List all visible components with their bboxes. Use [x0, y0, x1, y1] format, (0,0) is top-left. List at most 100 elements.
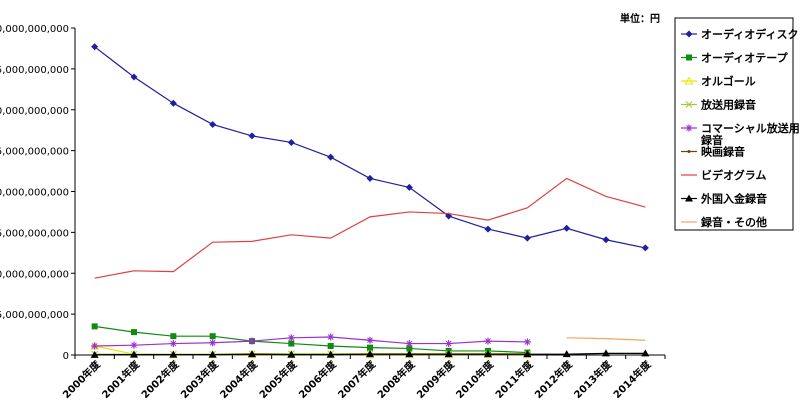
data-point	[91, 43, 99, 51]
legend-box	[674, 17, 794, 231]
legend-label: 映画録音	[701, 145, 745, 159]
data-point	[684, 76, 694, 85]
data-point	[209, 339, 217, 347]
data-point	[248, 337, 256, 345]
x-tick-label: 2005年度	[256, 357, 300, 401]
data-point	[287, 350, 296, 358]
y-tick-label: 15,000,000,000	[0, 228, 69, 239]
x-tick-label: 2010年度	[453, 357, 497, 401]
legend-item: オーディオディスク	[681, 27, 798, 41]
legend-label: ビデオグラム	[701, 168, 766, 182]
data-point	[366, 350, 374, 358]
data-point	[405, 340, 413, 348]
data-point	[248, 132, 256, 140]
data-point	[406, 345, 413, 352]
legend-label: オーディオディスク	[701, 27, 798, 41]
y-tick-label: 0	[63, 351, 69, 362]
y-tick-label: 25,000,000,000	[0, 147, 69, 158]
y-tick-label: 35,000,000,000	[0, 65, 69, 76]
data-point	[169, 350, 178, 358]
data-point	[91, 323, 98, 330]
series-line	[94, 177, 646, 279]
legend-item: オルゴール	[681, 74, 756, 88]
legend-label: 録音・その他	[701, 215, 767, 229]
series-layer	[90, 43, 650, 359]
x-tick-label: 2007年度	[335, 357, 379, 401]
series-line	[94, 336, 528, 347]
data-point	[562, 350, 571, 358]
data-point	[169, 99, 177, 107]
y-tick-label: 20,000,000,000	[0, 188, 69, 199]
data-point	[327, 343, 334, 350]
data-point	[484, 350, 492, 358]
series	[91, 43, 649, 252]
y-tick-label: 40,000,000,000	[0, 24, 69, 35]
data-point	[208, 350, 217, 358]
data-point	[405, 183, 413, 191]
data-point	[327, 333, 335, 341]
series-line	[94, 325, 528, 354]
data-point	[484, 337, 492, 345]
data-point	[209, 120, 217, 128]
data-point	[405, 350, 414, 358]
legend-item: ビデオグラム	[681, 168, 766, 182]
y-tick-label: 5,000,000,000	[0, 310, 69, 321]
series	[90, 349, 650, 358]
data-point	[130, 341, 138, 349]
legend-label: コマーシャル放送用	[701, 121, 800, 135]
x-tick-label: 2014年度	[610, 357, 654, 401]
data-point	[367, 344, 373, 351]
x-tick-label: 2001年度	[99, 357, 143, 401]
x-tick-label: 2009年度	[414, 357, 458, 401]
series	[91, 323, 531, 356]
data-point	[685, 101, 693, 108]
series	[91, 333, 531, 350]
data-point	[130, 73, 138, 81]
data-point	[445, 340, 453, 348]
x-tick-label: 2008年度	[374, 357, 418, 401]
x-tick-label: 2000年度	[60, 357, 104, 401]
legend-label: オルゴール	[701, 74, 756, 88]
legend-label: 外国入金録音	[700, 192, 767, 206]
x-tick-label: 2004年度	[217, 357, 261, 401]
legend-label: 放送用録音	[700, 98, 756, 112]
data-point	[248, 350, 256, 358]
legend-item: 外国入金録音	[681, 192, 767, 206]
data-point	[602, 236, 610, 244]
data-point	[686, 54, 692, 61]
x-tick-label: 2012年度	[532, 357, 576, 401]
data-point	[523, 350, 532, 358]
data-point	[444, 350, 453, 358]
data-point	[641, 244, 649, 252]
data-point	[327, 153, 335, 161]
y-axis: 0 5,000,000,000 10,000,000,000 15,000,000,0…	[0, 24, 76, 362]
series	[94, 177, 646, 279]
data-point	[366, 336, 374, 344]
unit-label: 単位：円	[620, 12, 660, 25]
x-tick-label: 2011年度	[492, 357, 536, 401]
data-point	[685, 124, 693, 132]
y-tick-label: 10,000,000,000	[0, 269, 69, 280]
data-point	[130, 350, 138, 358]
data-point	[641, 349, 650, 357]
data-point	[169, 340, 177, 348]
series	[566, 337, 646, 341]
x-tick-label: 2003年度	[178, 357, 222, 401]
data-point	[685, 30, 693, 38]
data-point	[131, 329, 137, 336]
data-point	[287, 334, 295, 342]
series-line	[566, 337, 646, 341]
data-point	[366, 174, 374, 182]
data-point	[687, 150, 691, 153]
x-axis: 2000年度2001年度2002年度2003年度2004年度2005年度2006…	[60, 354, 666, 401]
data-point	[523, 234, 531, 242]
x-tick-label: 2006年度	[296, 357, 340, 401]
legend-item: 映画録音	[681, 145, 745, 159]
legend-item: 放送用録音	[681, 98, 756, 112]
data-point	[523, 338, 531, 346]
data-point	[209, 333, 216, 340]
legend: オーディオディスクオーディオテープオルゴール放送用録音コマーシャル放送用録音映画…	[674, 17, 800, 231]
data-point	[685, 194, 693, 202]
